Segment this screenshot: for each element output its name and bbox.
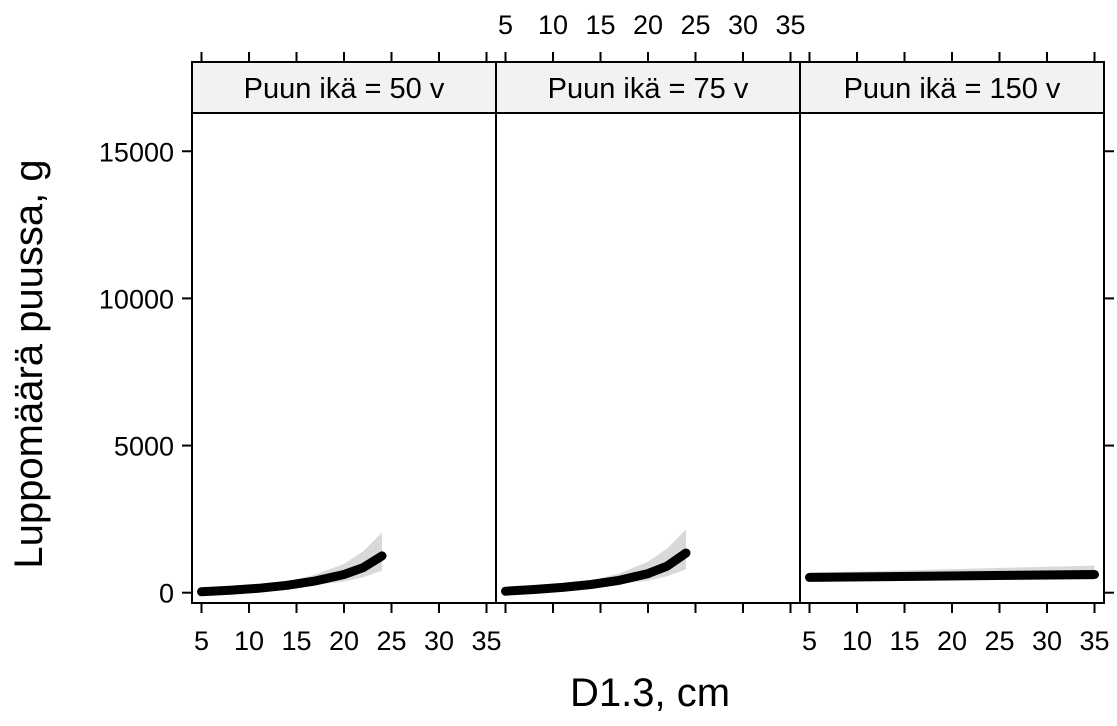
x-tick-label: 5 (802, 626, 817, 656)
x-tick-label: 25 (984, 626, 1014, 656)
x-tick-label-top: 30 (728, 10, 758, 40)
panel-strip-label: Puun ikä = 50 v (244, 73, 445, 105)
panel-3: Puun ikä = 150 v (799, 61, 1105, 604)
panel-strip (191, 61, 497, 114)
series-line (805, 570, 1099, 582)
panel-strip-label: Puun ikä = 150 v (844, 73, 1061, 105)
x-tick-label-top: 5 (498, 10, 513, 40)
panel-strip-label: Puun ikä = 75 v (548, 73, 749, 105)
x-tick-label-top: 10 (538, 10, 568, 40)
x-tick-label-top: 35 (775, 10, 805, 40)
x-tick-label: 20 (937, 626, 967, 656)
x-tick-label: 5 (194, 626, 209, 656)
panel-frame (495, 112, 801, 604)
axes-layer: 5 10 15 20 25 30 35 5 10 15 20 25 30 35 5 10 15 20 25 30 35 0… (99, 10, 1114, 656)
panel-frame (191, 112, 497, 604)
x-tick-label: 15 (889, 626, 919, 656)
y-tick-label: 10000 (99, 284, 174, 314)
x-tick-label-top: 20 (633, 10, 663, 40)
x-tick-label: 30 (424, 626, 454, 656)
x-tick-label: 25 (376, 626, 406, 656)
y-tick-label: 0 (159, 579, 174, 609)
panel-frame (799, 112, 1105, 604)
series-line (501, 548, 691, 596)
x-tick-label: 35 (471, 626, 501, 656)
x-axis-label: D1.3, cm (570, 671, 730, 715)
panel-strip (495, 61, 801, 114)
series-line (197, 551, 387, 597)
x-tick-label: 15 (281, 626, 311, 656)
panel-strip (799, 61, 1105, 114)
x-tick-label: 10 (234, 626, 264, 656)
x-tick-label-top: 25 (680, 10, 710, 40)
x-tick-label: 20 (329, 626, 359, 656)
panel-1: Puun ikä = 50 v (191, 61, 497, 604)
y-tick-label: 15000 (99, 137, 174, 167)
y-axis-label: Luppomäärä puussa, g (7, 159, 51, 568)
x-tick-label: 30 (1032, 626, 1062, 656)
panels-layer: Puun ikä = 50 v Puun ikä = 75 v Puun ikä =… (191, 61, 1105, 604)
y-tick-label: 5000 (114, 432, 174, 462)
panel-2: Puun ikä = 75 v (495, 61, 801, 604)
x-tick-label: 10 (842, 626, 872, 656)
x-tick-label-top: 15 (585, 10, 615, 40)
x-tick-label: 35 (1079, 626, 1109, 656)
